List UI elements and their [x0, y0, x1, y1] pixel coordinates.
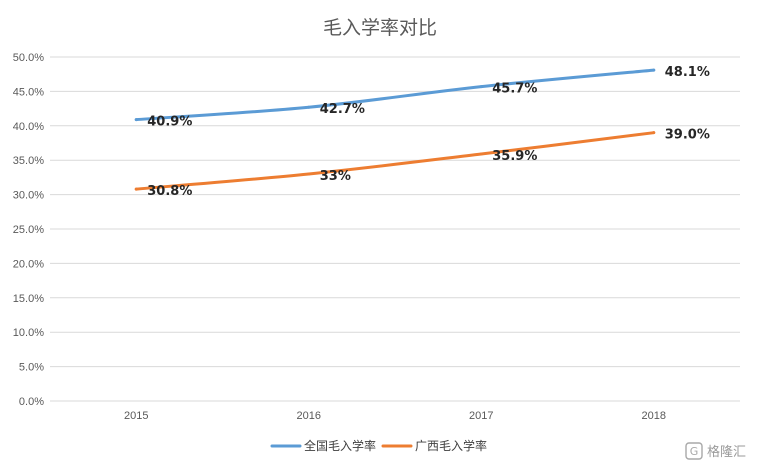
- x-tick-label: 2017: [469, 410, 493, 422]
- data-point: [307, 105, 311, 109]
- data-point: [479, 152, 483, 156]
- data-label: 42.7%: [320, 102, 365, 117]
- svg-text:G: G: [690, 445, 699, 458]
- y-tick-label: 25.0%: [13, 224, 44, 236]
- data-label: 48.1%: [665, 65, 710, 80]
- series-line-1: [134, 68, 656, 122]
- x-axis: 2015 2016 2017 2018: [124, 410, 666, 422]
- y-tick-label: 15.0%: [13, 293, 44, 305]
- gelonghui-logo-icon: G: [685, 442, 703, 460]
- legend-label-1: 全国毛入学率: [304, 438, 376, 453]
- data-point: [652, 131, 656, 135]
- data-point: [479, 85, 483, 89]
- data-label: 35.9%: [492, 149, 537, 164]
- y-tick-label: 35.0%: [13, 155, 44, 167]
- series-line-2: [134, 131, 656, 191]
- x-tick-label: 2016: [297, 410, 321, 422]
- data-label: 30.8%: [147, 184, 192, 199]
- legend-label-2: 广西毛入学率: [415, 438, 487, 453]
- data-label: 33%: [320, 169, 351, 184]
- y-tick-label: 30.0%: [13, 190, 44, 202]
- x-tick-label: 2015: [124, 410, 148, 422]
- x-tick-label: 2018: [642, 410, 666, 422]
- data-point: [307, 172, 311, 176]
- y-axis: 0.0% 5.0% 10.0% 15.0% 20.0% 25.0% 30.0% 35.0% 40…: [13, 52, 44, 408]
- data-labels: 40.9% 42.7% 45.7% 48.1% 30.8% 33% 35.9% 39.0%: [147, 65, 710, 199]
- series-lines: [134, 68, 656, 191]
- watermark: G 格隆汇: [685, 442, 746, 460]
- y-tick-label: 45.0%: [13, 86, 44, 98]
- watermark-text: 格隆汇: [707, 444, 746, 460]
- data-point: [134, 118, 138, 122]
- y-tick-label: 50.0%: [13, 52, 44, 64]
- chart-title: 毛入学率对比: [323, 17, 437, 39]
- y-tick-label: 10.0%: [13, 327, 44, 339]
- y-tick-label: 20.0%: [13, 258, 44, 270]
- data-label: 40.9%: [147, 115, 192, 130]
- legend: 全国毛入学率 广西毛入学率: [270, 438, 487, 453]
- y-tick-label: 5.0%: [19, 362, 44, 374]
- data-label: 45.7%: [492, 82, 537, 97]
- y-tick-label: 40.0%: [13, 121, 44, 133]
- y-tick-label: 0.0%: [19, 396, 44, 408]
- data-label: 39.0%: [665, 128, 710, 143]
- gridlines: [50, 56, 740, 402]
- data-point: [652, 68, 656, 72]
- data-point: [134, 187, 138, 191]
